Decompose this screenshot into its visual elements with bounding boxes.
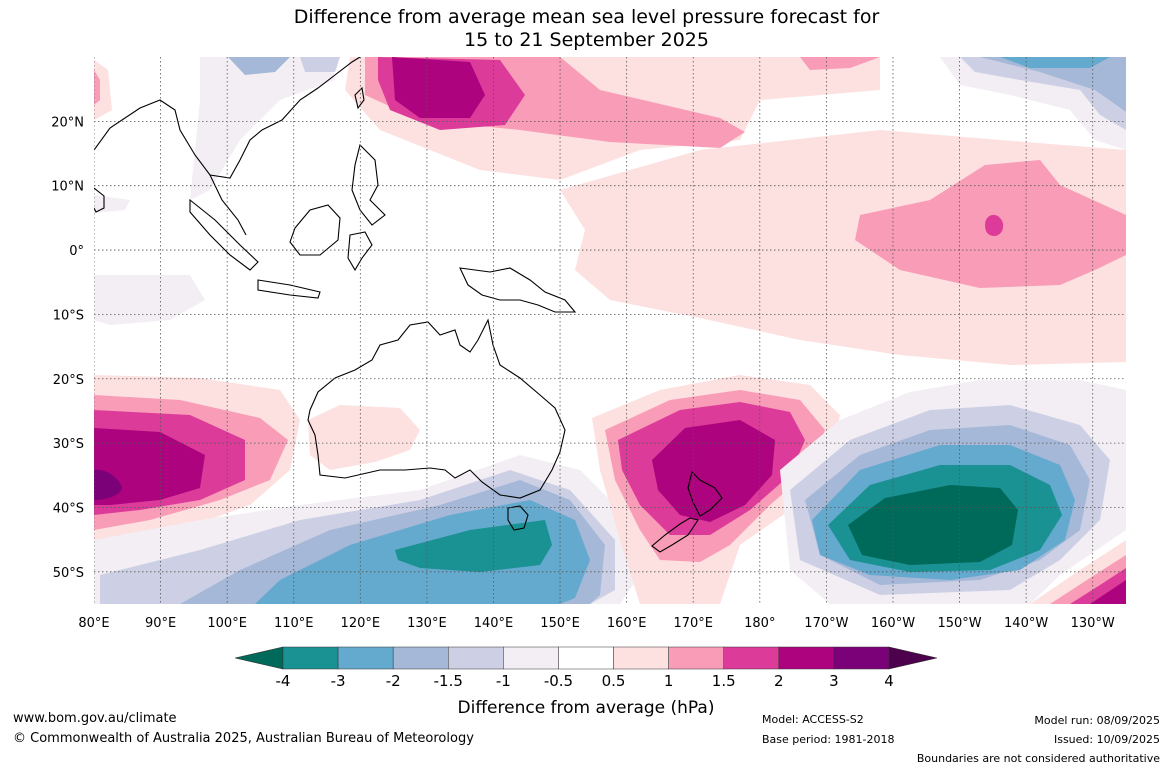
latitude-label: 10°N: [51, 180, 84, 195]
taiwan-coastline: [354, 86, 365, 110]
asia-mainland-coastline: [94, 57, 361, 179]
colorbar-tick-label: -1.5: [434, 672, 463, 690]
colorbar-segment: [337, 646, 394, 670]
longitude-label: 150°W: [937, 616, 981, 631]
longitude-label: 130°E: [407, 616, 447, 631]
latitude-labels: 20°N 10°N 0° 10°S 20°S 30°S 40°S 50°S: [51, 115, 84, 580]
colorbar-segment: [668, 646, 724, 670]
bom-url-link[interactable]: www.bom.gov.au/climate: [13, 711, 177, 726]
latitude-label: 0°: [69, 244, 84, 259]
graticule: [94, 57, 1126, 604]
colorbar-tick-label: 4: [884, 672, 894, 690]
model-run-date: Model run: 08/09/2025: [1034, 714, 1160, 727]
longitude-label: 80°E: [78, 616, 109, 631]
latitude-label: 30°S: [53, 437, 84, 452]
neg-anomaly-south-pacific: [780, 380, 1126, 604]
colorbar-max-extension: [888, 646, 938, 670]
latitude-label: 40°S: [53, 501, 84, 516]
new-guinea-coastline: [459, 267, 577, 313]
longitude-label: 120°E: [341, 616, 381, 631]
longitude-label: 160°E: [607, 616, 647, 631]
philippines-coastline: [351, 143, 386, 226]
sri-lanka-coastline: [94, 187, 105, 213]
model-name: Model: ACCESS-S2: [762, 713, 864, 726]
base-period: Base period: 1981-2018: [762, 733, 895, 746]
latitude-label: 50°S: [53, 566, 84, 581]
borneo-coastline: [289, 204, 341, 256]
neg-anomaly-south-australia: [94, 455, 640, 604]
colorbar-tick-label: 0.5: [602, 672, 626, 690]
colorbar-tick-label: -3: [331, 672, 346, 690]
pos-anomaly-north-pacific: [94, 57, 880, 180]
colorbar-segment: [558, 646, 614, 670]
issued-date: Issued: 10/09/2025: [1053, 733, 1160, 746]
colorbar-tick-labels: -4 -3 -2 -1.5 -1 -0.5 0.5 1 1.5 2 3 4: [276, 672, 894, 690]
map-title-line-2: 15 to 21 September 2025: [464, 29, 709, 51]
longitude-label: 180°: [744, 616, 775, 631]
colorbar-tick-label: -4: [276, 672, 291, 690]
sumatra-coastline: [189, 198, 259, 271]
longitude-label: 90°E: [145, 616, 176, 631]
malay-peninsula-coastline: [209, 174, 247, 236]
colorbar-segment: [723, 646, 780, 670]
new-zealand-south-coastline: [651, 517, 699, 553]
copyright-text: © Commonwealth of Australia 2025, Austra…: [13, 731, 474, 746]
map-plot-area: [94, 57, 1126, 604]
colorbar-segment: [448, 646, 504, 670]
longitude-label: 170°E: [673, 616, 713, 631]
boundaries-disclaimer: Boundaries are not considered authoritat…: [916, 752, 1160, 765]
colorbar-segment: [503, 646, 559, 670]
longitude-label: 140°E: [474, 616, 514, 631]
pos-anomaly-central-pacific: [560, 130, 1126, 365]
colorbar-segment: [778, 646, 835, 670]
longitude-label: 110°E: [274, 616, 314, 631]
longitude-label: 170°W: [804, 616, 848, 631]
java-coastline: [257, 279, 321, 299]
weak-neg-north: [94, 57, 1126, 325]
colorbar-tick-label: 1.5: [712, 672, 736, 690]
colorbar-segment: [613, 646, 669, 670]
colorbar-tick-label: 3: [829, 672, 839, 690]
colorbar-tick-label: -2: [386, 672, 401, 690]
colorbar-tick-label: 2: [774, 672, 784, 690]
colorbar-tick-label: -1: [496, 672, 511, 690]
longitude-label: 150°E: [540, 616, 580, 631]
pos-anomaly-west-australia: [308, 405, 420, 470]
longitude-label: 130°W: [1071, 616, 1115, 631]
colorbar-segment: [392, 646, 449, 670]
new-zealand-north-coastline: [687, 470, 723, 517]
colorbar-tick-label: -0.5: [544, 672, 573, 690]
colorbar-segment: [833, 646, 890, 670]
australia-coastline: [307, 318, 566, 499]
map-title-line-1: Difference from average mean sea level p…: [293, 6, 880, 28]
sulawesi-coastline: [347, 231, 373, 272]
coastlines: [94, 57, 723, 553]
longitude-label: 100°E: [207, 616, 247, 631]
colorbar-segment: [282, 646, 339, 670]
colorbar-tick-label: 1: [664, 672, 674, 690]
tasmania-coastline: [507, 505, 529, 531]
latitude-label: 10°S: [53, 308, 84, 323]
longitude-label: 140°W: [1004, 616, 1048, 631]
colorbar-label: Difference from average (hPa): [458, 698, 715, 718]
longitude-labels: 80°E 90°E 100°E 110°E 120°E 130°E 140°E 150°E 16…: [78, 616, 1115, 631]
colorbar: [234, 646, 938, 670]
latitude-label: 20°N: [51, 115, 84, 130]
colorbar-min-extension: [234, 646, 284, 670]
latitude-label: 20°S: [53, 373, 84, 388]
longitude-label: 160°W: [871, 616, 915, 631]
pos-anomaly-indian-ocean: [94, 375, 300, 545]
